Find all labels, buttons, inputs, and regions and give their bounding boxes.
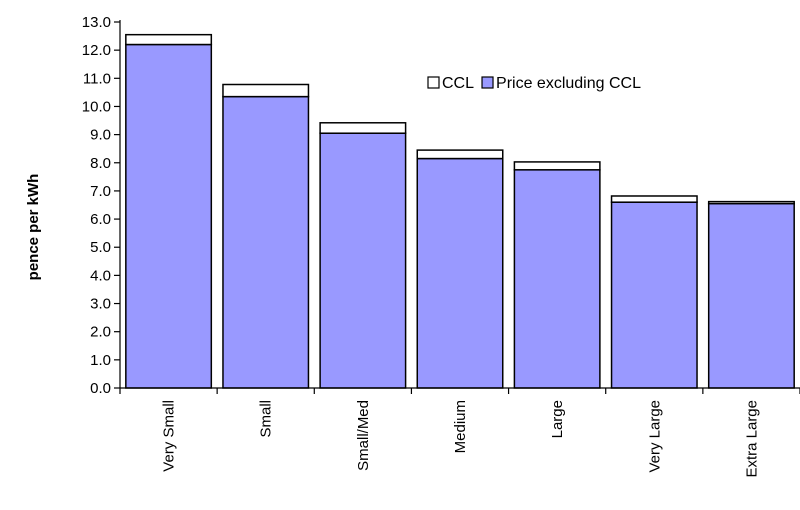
axes-layer [114, 20, 800, 394]
bar-price-excluding-ccl-5 [610, 201, 698, 389]
bar-ccl-2 [319, 122, 407, 134]
y-tick-label: 2.0 [90, 324, 111, 341]
y-tick-label: 4.0 [90, 267, 111, 284]
bars-layer [125, 33, 795, 389]
legend-swatch-ccl [427, 76, 440, 89]
x-category-label: Extra Large [743, 400, 760, 478]
y-tick-label: 5.0 [90, 239, 111, 256]
bar-ccl-0 [125, 33, 213, 46]
labels-layer: 0.0 1.0 2.0 3.0 4.0 5.0 6.0 7.0 8.0 9.0 10.0 11.0 12… [82, 14, 761, 478]
y-tick-label: 3.0 [90, 296, 111, 313]
y-tick-label: 0.0 [90, 380, 111, 397]
x-category-label: Large [549, 400, 566, 438]
x-category-label: Very Large [646, 400, 663, 473]
y-tick-label: 1.0 [90, 352, 111, 369]
bar-price-excluding-ccl-0 [125, 43, 213, 389]
legend-label-price-excluding-ccl: Price excluding CCL [496, 75, 641, 92]
x-category-label: Very Small [161, 400, 178, 472]
y-tick-label: 12.0 [82, 42, 111, 59]
x-category-label: Small/Med [355, 400, 372, 471]
y-tick-label: 10.0 [82, 98, 111, 115]
bar-ccl-3 [416, 149, 504, 160]
y-tick-label: 7.0 [90, 183, 111, 200]
legend-label-ccl: CCL [442, 75, 474, 92]
bar-ccl-4 [513, 161, 601, 171]
bar-price-excluding-ccl-1 [222, 95, 310, 389]
y-axis-title: pence per kWh [25, 174, 42, 281]
bar-ccl-6 [707, 200, 795, 205]
y-tick-label: 11.0 [83, 70, 111, 87]
legend: CCL Price excluding CCL [427, 75, 641, 92]
y-tick-label: 13.0 [82, 14, 111, 31]
bar-price-excluding-ccl-3 [416, 157, 504, 389]
x-category-label: Small [258, 400, 275, 438]
bar-price-excluding-ccl-2 [319, 132, 407, 389]
y-tick-label: 9.0 [90, 127, 111, 144]
bar-price-excluding-ccl-4 [513, 169, 601, 389]
bar-price-excluding-ccl-6 [707, 202, 795, 389]
y-tick-label: 8.0 [90, 155, 111, 172]
x-category-label: Medium [452, 400, 469, 453]
y-tick-label: 6.0 [90, 211, 111, 228]
legend-swatch-price-excluding-ccl [481, 76, 494, 89]
bar-ccl-5 [610, 195, 698, 203]
bar-ccl-1 [222, 83, 310, 98]
